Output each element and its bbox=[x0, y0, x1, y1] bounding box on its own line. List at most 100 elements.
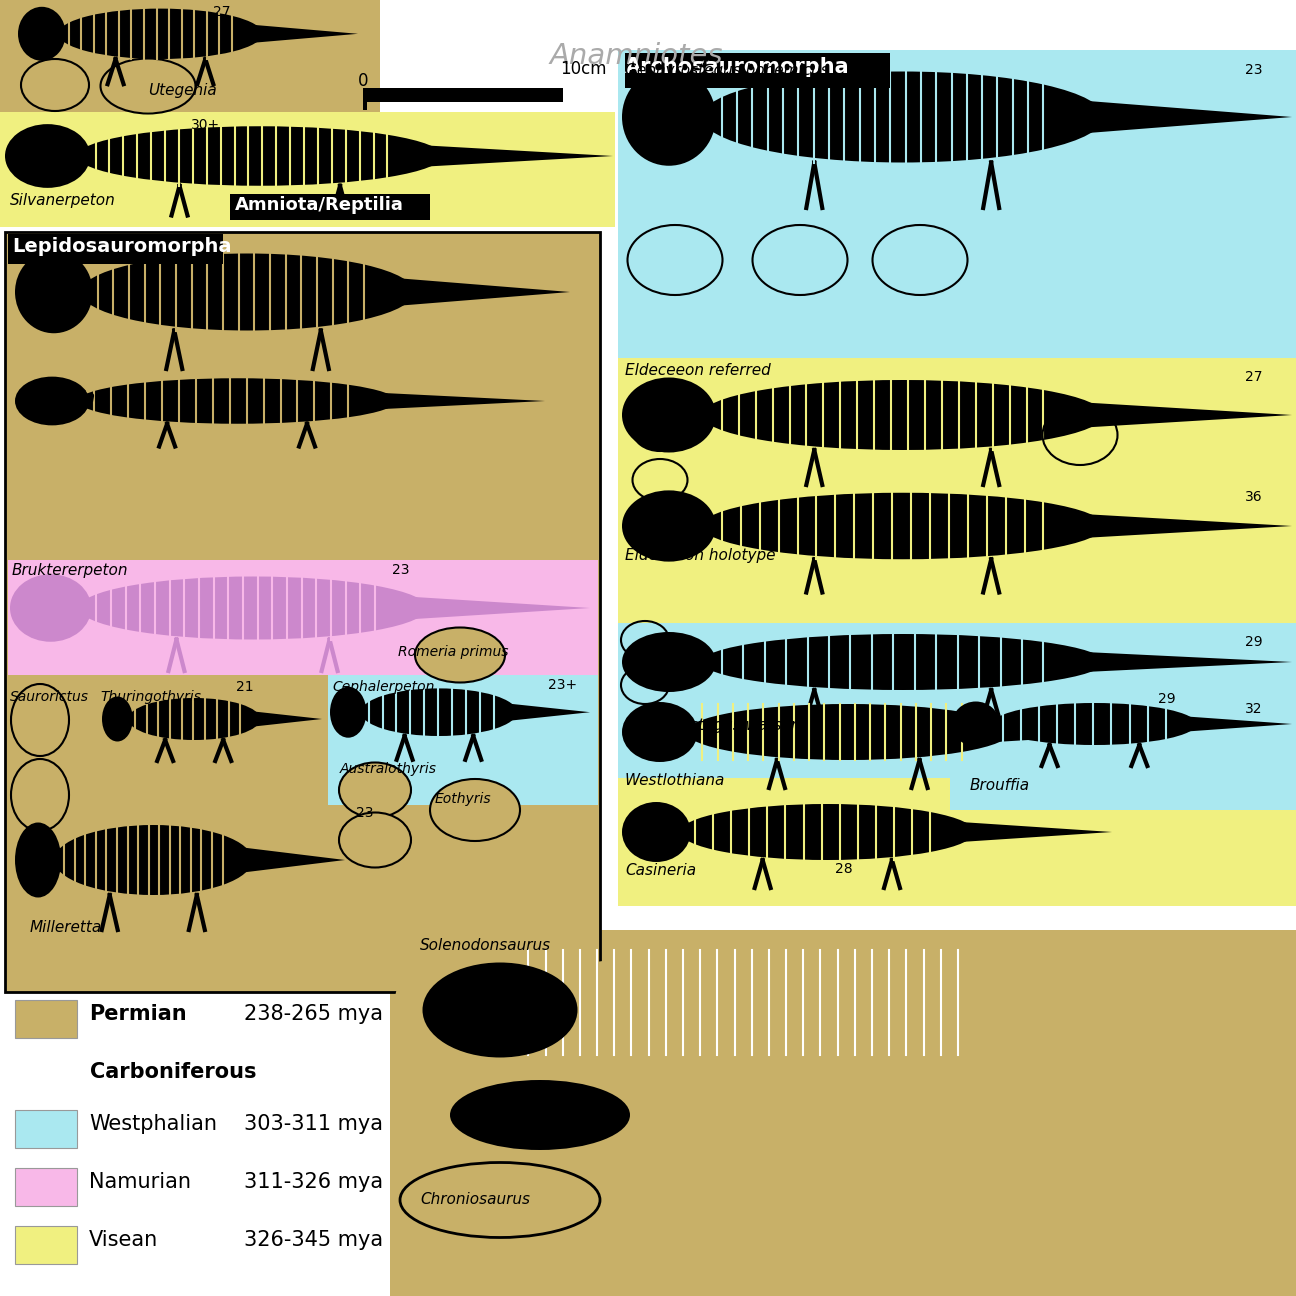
Ellipse shape bbox=[993, 702, 1196, 745]
Ellipse shape bbox=[622, 377, 715, 452]
Bar bbox=[950, 695, 1296, 810]
Ellipse shape bbox=[54, 826, 253, 896]
Ellipse shape bbox=[78, 126, 442, 185]
Ellipse shape bbox=[58, 9, 263, 60]
Ellipse shape bbox=[422, 963, 578, 1058]
Polygon shape bbox=[1043, 97, 1292, 136]
Ellipse shape bbox=[82, 254, 413, 330]
Ellipse shape bbox=[10, 574, 91, 642]
Text: Saurorictus: Saurorictus bbox=[10, 689, 89, 704]
Text: Amniota/Reptilia: Amniota/Reptilia bbox=[235, 196, 404, 214]
Text: Eldeceeon holotype: Eldeceeon holotype bbox=[625, 548, 775, 562]
Bar bbox=[16, 1001, 76, 1038]
Text: 23: 23 bbox=[1245, 64, 1262, 76]
Ellipse shape bbox=[102, 696, 132, 741]
Text: Eldeceeon referred: Eldeceeon referred bbox=[625, 363, 771, 378]
Text: 30+: 30+ bbox=[191, 118, 219, 132]
Ellipse shape bbox=[18, 6, 66, 61]
Bar bbox=[328, 675, 597, 805]
Text: 29: 29 bbox=[1245, 635, 1262, 649]
Text: 23+: 23+ bbox=[548, 678, 577, 692]
Text: 23: 23 bbox=[391, 562, 410, 577]
Ellipse shape bbox=[10, 759, 69, 831]
Ellipse shape bbox=[16, 823, 61, 898]
Polygon shape bbox=[1043, 512, 1292, 540]
Bar bbox=[16, 1226, 76, 1264]
Bar bbox=[16, 1109, 76, 1148]
Text: 303-311 mya: 303-311 mya bbox=[244, 1115, 384, 1134]
Text: Cephalerpeton: Cephalerpeton bbox=[332, 680, 434, 693]
Ellipse shape bbox=[450, 1080, 630, 1150]
Text: 28: 28 bbox=[835, 862, 853, 876]
Bar bbox=[390, 931, 1296, 1296]
Text: Bruktererpeton: Bruktererpeton bbox=[12, 562, 128, 578]
Ellipse shape bbox=[622, 632, 715, 692]
Text: Carboniferous: Carboniferous bbox=[89, 1061, 257, 1082]
Ellipse shape bbox=[16, 250, 93, 333]
Ellipse shape bbox=[415, 627, 505, 683]
Polygon shape bbox=[931, 820, 1112, 844]
Text: Utegenia: Utegenia bbox=[148, 83, 216, 98]
Polygon shape bbox=[958, 980, 1290, 1025]
Text: 326-345 mya: 326-345 mya bbox=[244, 1230, 384, 1251]
Text: Silvanerpeton: Silvanerpeton bbox=[10, 193, 115, 207]
Polygon shape bbox=[494, 702, 590, 722]
Polygon shape bbox=[388, 144, 613, 168]
Bar bbox=[363, 88, 562, 102]
Bar bbox=[0, 111, 616, 227]
Ellipse shape bbox=[701, 634, 1104, 689]
Text: Solenodonsaurus: Solenodonsaurus bbox=[420, 938, 551, 953]
Text: Lepidosauromorpha: Lepidosauromorpha bbox=[12, 237, 232, 257]
Text: Westlothiana: Westlothiana bbox=[625, 772, 726, 788]
Text: Gephyrostegus watsoni: Gephyrostegus watsoni bbox=[625, 718, 805, 734]
Bar bbox=[8, 235, 223, 264]
Ellipse shape bbox=[622, 490, 715, 561]
Bar bbox=[363, 88, 367, 110]
Bar bbox=[8, 560, 597, 675]
Text: Gephyrostegus bohemicus: Gephyrostegus bohemicus bbox=[625, 64, 828, 78]
Ellipse shape bbox=[78, 378, 397, 424]
Text: 21: 21 bbox=[236, 680, 254, 693]
Text: Urumqia: Urumqia bbox=[30, 390, 95, 404]
Text: 311-326 mya: 311-326 mya bbox=[244, 1172, 384, 1192]
Ellipse shape bbox=[10, 684, 69, 756]
Ellipse shape bbox=[701, 492, 1104, 560]
Ellipse shape bbox=[395, 946, 520, 1059]
Ellipse shape bbox=[330, 687, 367, 737]
Ellipse shape bbox=[340, 762, 411, 818]
Text: Casineria: Casineria bbox=[625, 863, 696, 877]
Text: Westphalian: Westphalian bbox=[89, 1115, 216, 1134]
Bar bbox=[618, 51, 1296, 358]
Polygon shape bbox=[1043, 651, 1292, 674]
Text: Brouffia: Brouffia bbox=[969, 778, 1030, 793]
Text: Namurian: Namurian bbox=[89, 1172, 191, 1192]
Polygon shape bbox=[223, 845, 345, 875]
Polygon shape bbox=[375, 595, 590, 622]
Ellipse shape bbox=[687, 704, 1011, 759]
Text: 10cm: 10cm bbox=[560, 60, 607, 78]
Text: Eothyris: Eothyris bbox=[435, 792, 491, 806]
Polygon shape bbox=[1166, 715, 1292, 734]
Text: 238-265 mya: 238-265 mya bbox=[244, 1004, 384, 1024]
Ellipse shape bbox=[622, 702, 697, 762]
Text: Romeria primus: Romeria primus bbox=[398, 645, 508, 658]
Polygon shape bbox=[364, 276, 570, 308]
Text: 36: 36 bbox=[1245, 490, 1262, 504]
Ellipse shape bbox=[340, 813, 411, 867]
Ellipse shape bbox=[5, 124, 91, 188]
Polygon shape bbox=[1043, 400, 1292, 430]
Ellipse shape bbox=[16, 377, 89, 425]
Text: Anamniotes: Anamniotes bbox=[550, 41, 723, 70]
Ellipse shape bbox=[622, 802, 691, 862]
Text: Thuringothyris: Thuringothyris bbox=[100, 689, 201, 704]
Ellipse shape bbox=[701, 380, 1104, 450]
Text: 27: 27 bbox=[213, 5, 231, 19]
Ellipse shape bbox=[362, 688, 517, 736]
Bar bbox=[0, 980, 390, 1296]
Polygon shape bbox=[232, 23, 358, 44]
Ellipse shape bbox=[128, 699, 260, 740]
Ellipse shape bbox=[430, 779, 520, 841]
Text: Visean: Visean bbox=[89, 1230, 158, 1251]
Polygon shape bbox=[349, 391, 546, 411]
Text: 23: 23 bbox=[356, 806, 373, 820]
